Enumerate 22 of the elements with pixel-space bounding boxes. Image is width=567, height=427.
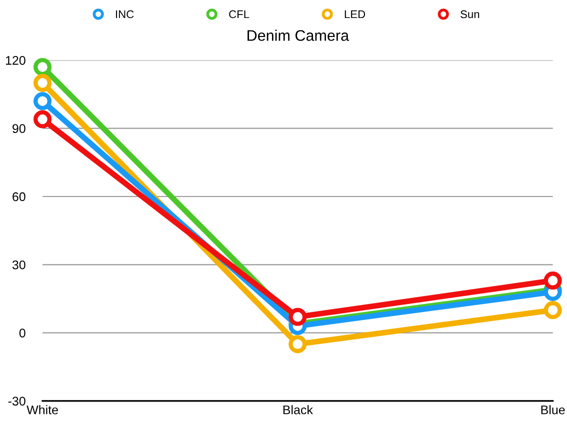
y-tick-label: 90 <box>12 124 26 134</box>
y-tick-label: -30 <box>8 396 26 406</box>
x-tick-label: Black <box>283 405 313 414</box>
point <box>288 335 307 354</box>
legend-label: LED <box>344 10 366 18</box>
point <box>33 74 52 92</box>
legend-label: CFL <box>229 10 250 18</box>
legend-label: INC <box>116 10 134 18</box>
point <box>33 92 52 110</box>
x-tick-label: White <box>26 405 58 414</box>
legend-label: Sun <box>460 10 480 18</box>
point <box>33 58 52 76</box>
point <box>544 272 562 290</box>
y-tick-label: 120 <box>6 56 26 65</box>
y-tick-label: 60 <box>12 192 26 202</box>
point <box>544 301 562 320</box>
point <box>33 110 52 128</box>
x-tick-label: Blue <box>541 405 565 414</box>
chart-title: Denim Camera <box>248 30 350 41</box>
y-tick-label: 30 <box>12 260 26 270</box>
point <box>288 308 307 326</box>
y-tick-label: 0 <box>19 328 26 338</box>
